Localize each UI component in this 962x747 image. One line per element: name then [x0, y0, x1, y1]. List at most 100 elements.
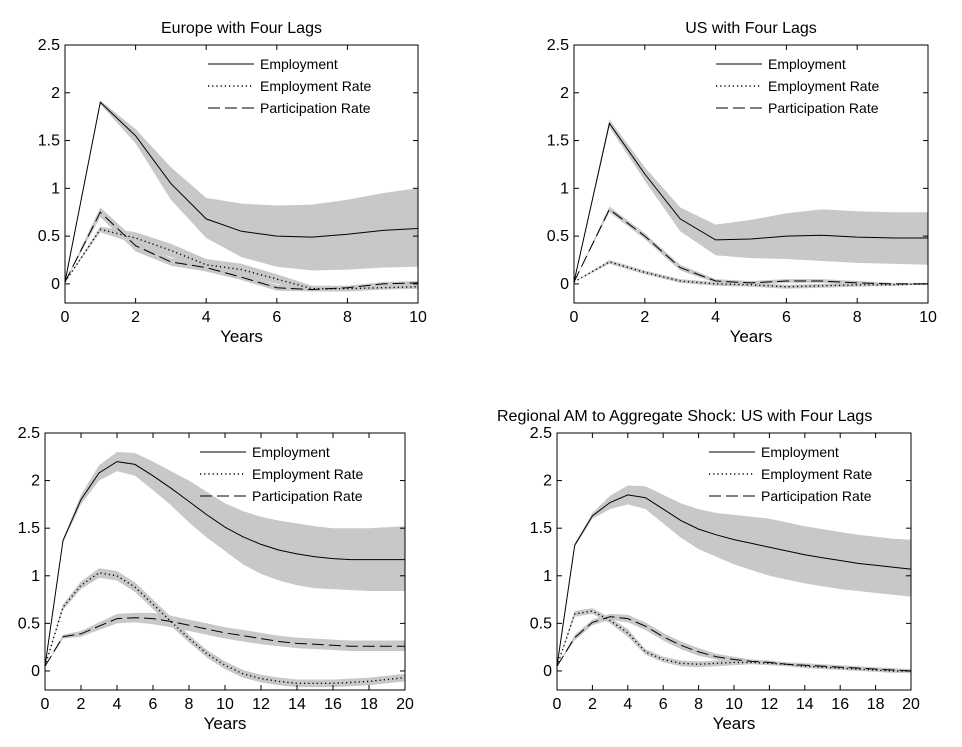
series-line-dotted	[556, 610, 911, 672]
x-axis-label: Years	[730, 327, 773, 346]
x-tick-label: 18	[867, 696, 885, 713]
confidence-band-dashed	[557, 613, 911, 673]
series-line-solid	[573, 122, 928, 283]
x-tick-label: 16	[324, 696, 342, 713]
x-tick-label: 6	[782, 309, 791, 326]
y-tick-label: 1.5	[18, 520, 40, 537]
chart-title: Regional AM to Aggregate Shock: US with …	[497, 408, 872, 425]
x-tick-label: 6	[272, 309, 281, 326]
y-tick-label: 1	[31, 568, 40, 585]
legend-label: Employment	[260, 56, 338, 72]
legend-label: Employment Rate	[252, 466, 363, 482]
series-line-dotted	[44, 572, 406, 684]
legend: Employment Employment Rate Participation R…	[716, 56, 879, 116]
chart-title: Europe with Four Lags	[161, 20, 322, 37]
x-tick-label: 4	[711, 309, 720, 326]
y-tick-label: 0.5	[18, 615, 40, 632]
x-tick-label: 20	[902, 696, 920, 713]
x-axis-label: Years	[220, 327, 263, 346]
confidence-band-dotted	[45, 568, 405, 688]
y-tick-label: 0.5	[38, 228, 60, 245]
legend-label: Participation Rate	[260, 100, 371, 116]
legend: Employment Employment Rate Participation R…	[200, 444, 363, 504]
chart-panel-1: Europe with Four Lags 0 2 4 6 8 10 0 0.5 1 1.5 2 2.5…	[38, 20, 427, 346]
x-tick-label: 2	[640, 309, 649, 326]
y-tick-label: 1.5	[38, 133, 60, 150]
x-tick-label: 12	[252, 696, 270, 713]
chart-title: US with Four Lags	[685, 20, 817, 37]
x-axis-label: Years	[713, 714, 756, 733]
legend-label: Participation Rate	[761, 488, 872, 504]
legend-label: Employment	[761, 444, 839, 460]
x-tick-label: 18	[360, 696, 378, 713]
legend: Employment Employment Rate Participation R…	[709, 444, 872, 504]
y-tick-label: 2.5	[547, 37, 569, 54]
x-tick-label: 4	[202, 309, 211, 326]
x-tick-label: 4	[113, 696, 122, 713]
series-line-dashed	[44, 617, 405, 667]
confidence-band-solid	[557, 485, 911, 667]
x-tick-label: 16	[831, 696, 849, 713]
y-tick-label: 2	[560, 85, 569, 102]
confidence-band-solid	[574, 119, 928, 282]
x-tick-label: 0	[553, 696, 562, 713]
legend-label: Participation Rate	[252, 488, 363, 504]
plot-frame	[573, 44, 929, 304]
y-tick-label: 1.5	[530, 520, 552, 537]
y-tick-label: 2	[543, 473, 552, 490]
legend-label: Employment	[252, 444, 330, 460]
legend-label: Employment Rate	[260, 78, 371, 94]
y-tick-label: 2	[51, 85, 60, 102]
y-tick-label: 1	[543, 568, 552, 585]
x-tick-label: 0	[61, 309, 70, 326]
x-tick-label: 6	[659, 696, 668, 713]
series-line-dashed	[573, 208, 928, 285]
x-tick-label: 10	[725, 696, 743, 713]
series-line-dotted	[573, 261, 929, 288]
chart-panel-4: Regional AM to Aggregate Shock: US with …	[497, 408, 920, 733]
y-tick-label: 0	[543, 663, 552, 680]
y-tick-label: 1	[51, 180, 60, 197]
series-line-solid	[556, 494, 912, 667]
x-tick-label: 4	[623, 696, 632, 713]
y-tick-label: 0	[31, 663, 40, 680]
y-tick-label: 0	[51, 276, 60, 293]
y-tick-label: 0.5	[530, 615, 552, 632]
confidence-band-dotted	[65, 226, 418, 292]
y-tick-label: 2.5	[530, 425, 552, 442]
x-tick-label: 2	[77, 696, 86, 713]
series-line-solid	[44, 461, 405, 667]
confidence-band-dashed	[65, 207, 418, 292]
x-axis-label: Years	[204, 714, 247, 733]
legend-label: Employment Rate	[768, 78, 879, 94]
legend-label: Employment Rate	[761, 466, 872, 482]
x-tick-label: 14	[288, 696, 306, 713]
x-tick-label: 2	[588, 696, 597, 713]
y-tick-label: 2	[31, 473, 40, 490]
x-tick-label: 12	[761, 696, 779, 713]
plot-frame	[64, 44, 419, 304]
x-tick-label: 8	[185, 696, 194, 713]
x-tick-label: 20	[396, 696, 414, 713]
x-tick-label: 6	[149, 696, 158, 713]
confidence-band-solid	[65, 100, 418, 283]
series-line-dashed	[64, 211, 419, 291]
confidence-band-dashed	[45, 612, 405, 667]
legend-label: Participation Rate	[768, 100, 879, 116]
chart-panel-2: US with Four Lags 0 2 4 6 8 10 0 0.5 1 1.5 2 2.5 Year…	[547, 20, 937, 346]
y-tick-label: 0.5	[547, 228, 569, 245]
x-tick-label: 14	[796, 696, 814, 713]
x-tick-label: 8	[853, 309, 862, 326]
series-line-dashed	[556, 616, 912, 672]
x-tick-label: 2	[131, 309, 140, 326]
chart-panel-3: 0 2 4 6 8 10 12 14 16 18 20 0 0.5 1 1.5 2 2.5 Years Employ…	[18, 425, 414, 733]
y-tick-label: 1	[560, 180, 569, 197]
series-line-solid	[64, 101, 419, 283]
y-tick-label: 0	[560, 276, 569, 293]
x-tick-label: 0	[570, 309, 579, 326]
y-tick-label: 2.5	[18, 425, 40, 442]
legend: Employment Employment Rate Participation R…	[208, 56, 371, 116]
x-tick-label: 8	[343, 309, 352, 326]
x-tick-label: 10	[216, 696, 234, 713]
